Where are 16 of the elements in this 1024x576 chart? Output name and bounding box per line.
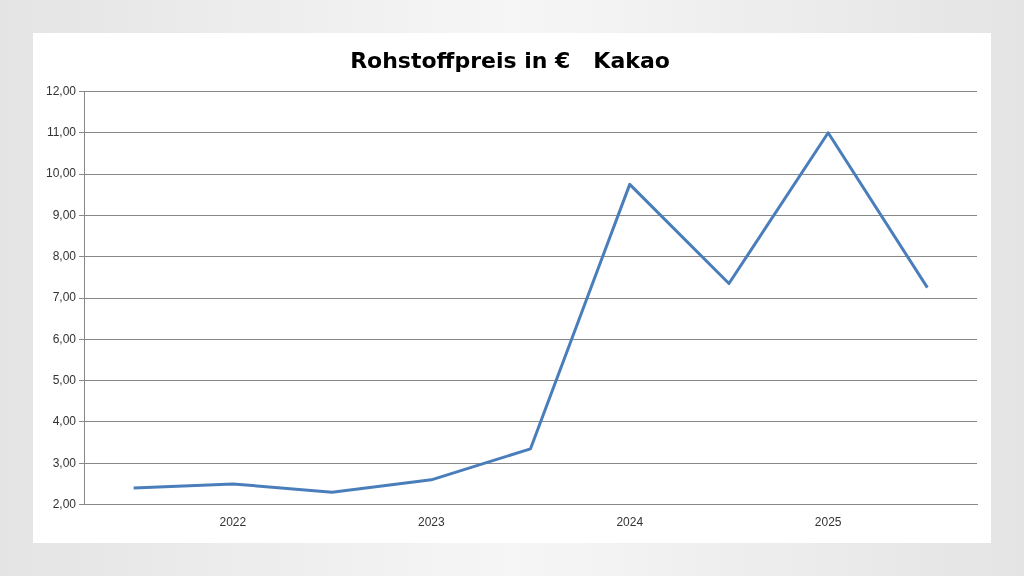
y-tick-label: 10,00 — [46, 166, 77, 181]
chart-title: Rohstoffpreis in € Kakao — [350, 47, 670, 73]
y-tick-label: 3,00 — [52, 455, 77, 470]
x-tick-label: 2025 — [814, 515, 842, 530]
y-tick-label: 12,00 — [46, 83, 77, 98]
x-tick-label: 2022 — [219, 515, 247, 530]
y-tick-label: 5,00 — [52, 372, 77, 387]
x-tick-label: 2024 — [616, 515, 644, 530]
y-tick-label: 7,00 — [52, 290, 77, 305]
x-tick-label: 2023 — [417, 515, 445, 530]
y-tick-label: 6,00 — [52, 331, 77, 346]
y-tick-label: 8,00 — [52, 248, 77, 263]
y-tick-label: 11,00 — [46, 125, 77, 140]
y-tick-label: 2,00 — [52, 496, 77, 511]
y-tick-label: 4,00 — [52, 414, 77, 429]
y-tick-label: 9,00 — [52, 207, 77, 222]
